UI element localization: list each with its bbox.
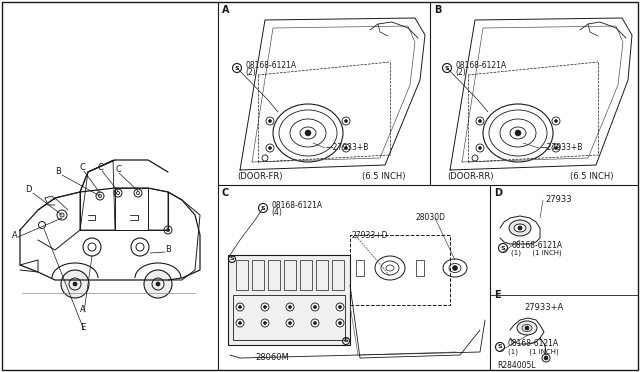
Text: 27933+D: 27933+D: [351, 231, 387, 241]
Ellipse shape: [517, 321, 537, 335]
Circle shape: [73, 282, 77, 286]
Text: (1)     (1 INCH): (1) (1 INCH): [511, 250, 562, 256]
Text: S: S: [260, 205, 266, 211]
Text: 08168-6121A: 08168-6121A: [271, 201, 322, 209]
Text: (6.5 INCH): (6.5 INCH): [570, 173, 614, 182]
Text: S: S: [500, 246, 506, 250]
Text: S: S: [235, 65, 239, 71]
Bar: [228, 255, 350, 345]
Text: 28060M: 28060M: [255, 353, 289, 362]
Text: 28030D: 28030D: [415, 214, 445, 222]
Circle shape: [305, 130, 311, 136]
Text: (DOOR-RR): (DOOR-RR): [447, 173, 493, 182]
Text: S: S: [445, 65, 449, 71]
Circle shape: [344, 147, 348, 150]
Bar: [316, 260, 328, 290]
Circle shape: [452, 266, 458, 270]
Circle shape: [479, 119, 481, 122]
Text: (DOOR-FR): (DOOR-FR): [237, 173, 282, 182]
Circle shape: [554, 119, 557, 122]
Circle shape: [264, 305, 266, 308]
Text: A: A: [12, 231, 18, 240]
Text: B: B: [434, 5, 442, 15]
Text: (6.5 INCH): (6.5 INCH): [362, 173, 406, 182]
Text: C: C: [222, 188, 229, 198]
Bar: [356, 260, 364, 276]
Circle shape: [239, 321, 241, 324]
Ellipse shape: [509, 220, 531, 236]
Text: C: C: [98, 164, 104, 173]
Bar: [300, 260, 312, 290]
Circle shape: [339, 305, 342, 308]
Text: 08168-6121A: 08168-6121A: [245, 61, 296, 70]
Circle shape: [156, 282, 160, 286]
Text: C: C: [115, 166, 121, 174]
Circle shape: [525, 326, 529, 330]
Text: D: D: [25, 186, 31, 195]
Circle shape: [239, 305, 241, 308]
Circle shape: [344, 119, 348, 122]
Text: B: B: [165, 246, 171, 254]
Text: S: S: [344, 339, 348, 343]
Circle shape: [314, 305, 317, 308]
Bar: [252, 260, 264, 290]
Text: C: C: [80, 164, 86, 173]
Text: (4): (4): [271, 208, 282, 218]
Text: S: S: [498, 344, 502, 350]
Text: D: D: [494, 188, 502, 198]
Bar: [284, 260, 296, 290]
Text: 08168-6121A: 08168-6121A: [455, 61, 506, 70]
Bar: [350, 235, 450, 305]
Text: 08168-6121A: 08168-6121A: [511, 241, 562, 250]
Text: (1)     (1 INCH): (1) (1 INCH): [508, 349, 559, 355]
Circle shape: [515, 130, 521, 136]
Circle shape: [518, 226, 522, 230]
Circle shape: [289, 305, 291, 308]
Circle shape: [269, 147, 271, 150]
Bar: [268, 260, 280, 290]
Bar: [236, 260, 248, 290]
Text: 08168-6121A: 08168-6121A: [508, 340, 559, 349]
Text: —27933+B: —27933+B: [540, 144, 584, 153]
Text: (2): (2): [455, 68, 466, 77]
Text: 27933: 27933: [545, 196, 572, 205]
Circle shape: [554, 147, 557, 150]
Circle shape: [544, 356, 548, 360]
Text: E: E: [80, 324, 85, 333]
Text: E: E: [494, 290, 500, 300]
Text: A: A: [222, 5, 230, 15]
Text: S: S: [230, 257, 234, 262]
Bar: [332, 260, 344, 290]
Circle shape: [144, 270, 172, 298]
Text: —27933+B: —27933+B: [326, 144, 369, 153]
Bar: [416, 260, 424, 276]
Circle shape: [289, 321, 291, 324]
Circle shape: [269, 119, 271, 122]
Circle shape: [61, 270, 89, 298]
Text: A: A: [80, 305, 86, 314]
Bar: [233, 295, 345, 340]
Circle shape: [264, 321, 266, 324]
Circle shape: [314, 321, 317, 324]
Text: (2): (2): [245, 68, 256, 77]
Text: B: B: [55, 167, 61, 176]
Text: 27933+A: 27933+A: [524, 304, 563, 312]
Text: R284005L: R284005L: [497, 362, 536, 371]
Circle shape: [339, 321, 342, 324]
Circle shape: [479, 147, 481, 150]
